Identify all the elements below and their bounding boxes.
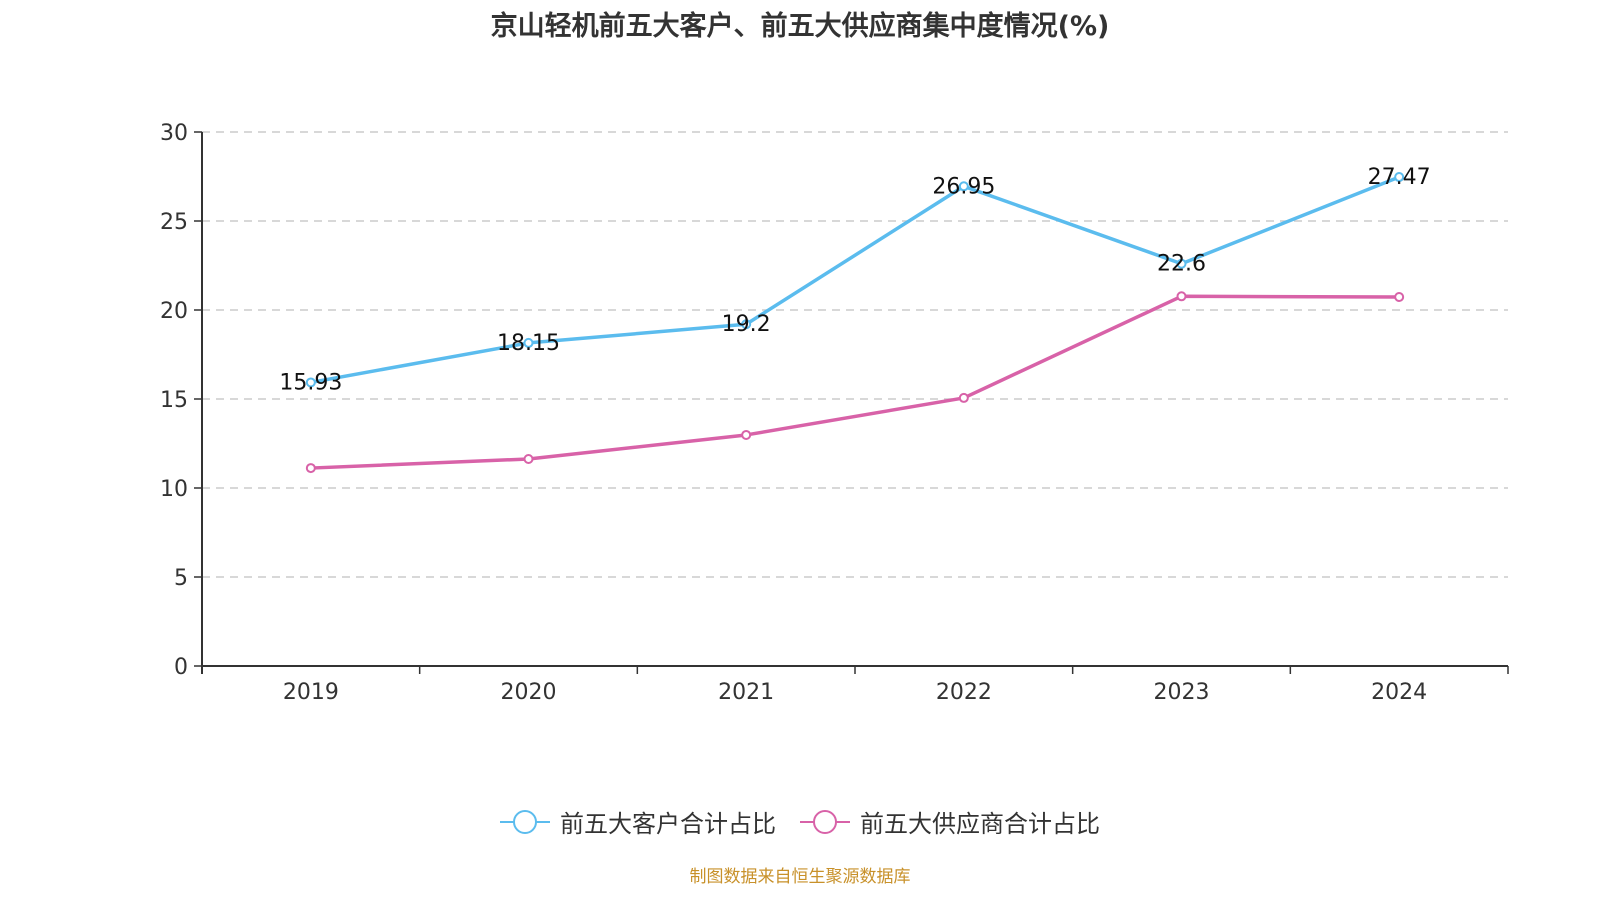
chart-title: 京山轻机前五大客户、前五大供应商集中度情况(%)	[490, 11, 1110, 42]
x-tick-label: 2019	[283, 680, 339, 705]
data-point	[741, 429, 752, 440]
data-point	[523, 337, 534, 348]
data-label: 15.93	[279, 370, 342, 395]
data-label: 18.15	[497, 331, 560, 356]
y-tick-label: 30	[160, 121, 188, 146]
data-point	[741, 319, 752, 330]
x-tick-label: 2022	[936, 680, 992, 705]
x-tick-label: 2020	[501, 680, 557, 705]
y-tick-label: 20	[160, 299, 188, 324]
source-note: 制图数据来自恒生聚源数据库	[689, 867, 911, 887]
data-point	[1394, 292, 1405, 303]
legend-item[interactable]: 前五大供应商合计占比	[800, 804, 1100, 839]
x-tick-label: 2024	[1371, 680, 1427, 705]
data-point	[305, 463, 316, 474]
legend-label: 前五大供应商合计占比	[860, 810, 1100, 838]
y-tick-label: 15	[160, 388, 188, 413]
x-tick-label: 2023	[1154, 680, 1210, 705]
data-label: 22.6	[1157, 252, 1206, 277]
data-point	[958, 181, 969, 192]
data-point	[305, 377, 316, 388]
data-point	[1394, 172, 1405, 183]
data-point	[1176, 258, 1187, 269]
legend-item[interactable]: 前五大客户合计占比	[500, 804, 776, 839]
data-point	[523, 453, 534, 464]
legend-marker-icon	[500, 809, 550, 834]
legend-marker-icon	[800, 809, 850, 834]
y-tick-label: 5	[174, 566, 188, 591]
data-label: 26.95	[932, 174, 995, 199]
x-tick-label: 2021	[718, 680, 774, 705]
data-label: 27.47	[1368, 165, 1431, 190]
data-point	[1176, 291, 1187, 302]
series-line-0	[310, 175, 1400, 385]
y-tick-label: 0	[174, 655, 188, 680]
series-line-1	[310, 294, 1400, 470]
legend-label: 前五大客户合计占比	[560, 810, 776, 838]
legend: 前五大客户合计占比 前五大供应商合计占比	[0, 804, 1600, 839]
data-label: 19.2	[722, 312, 771, 337]
y-tick-label: 25	[160, 210, 188, 235]
y-tick-label: 10	[160, 477, 188, 502]
data-point	[958, 392, 969, 403]
